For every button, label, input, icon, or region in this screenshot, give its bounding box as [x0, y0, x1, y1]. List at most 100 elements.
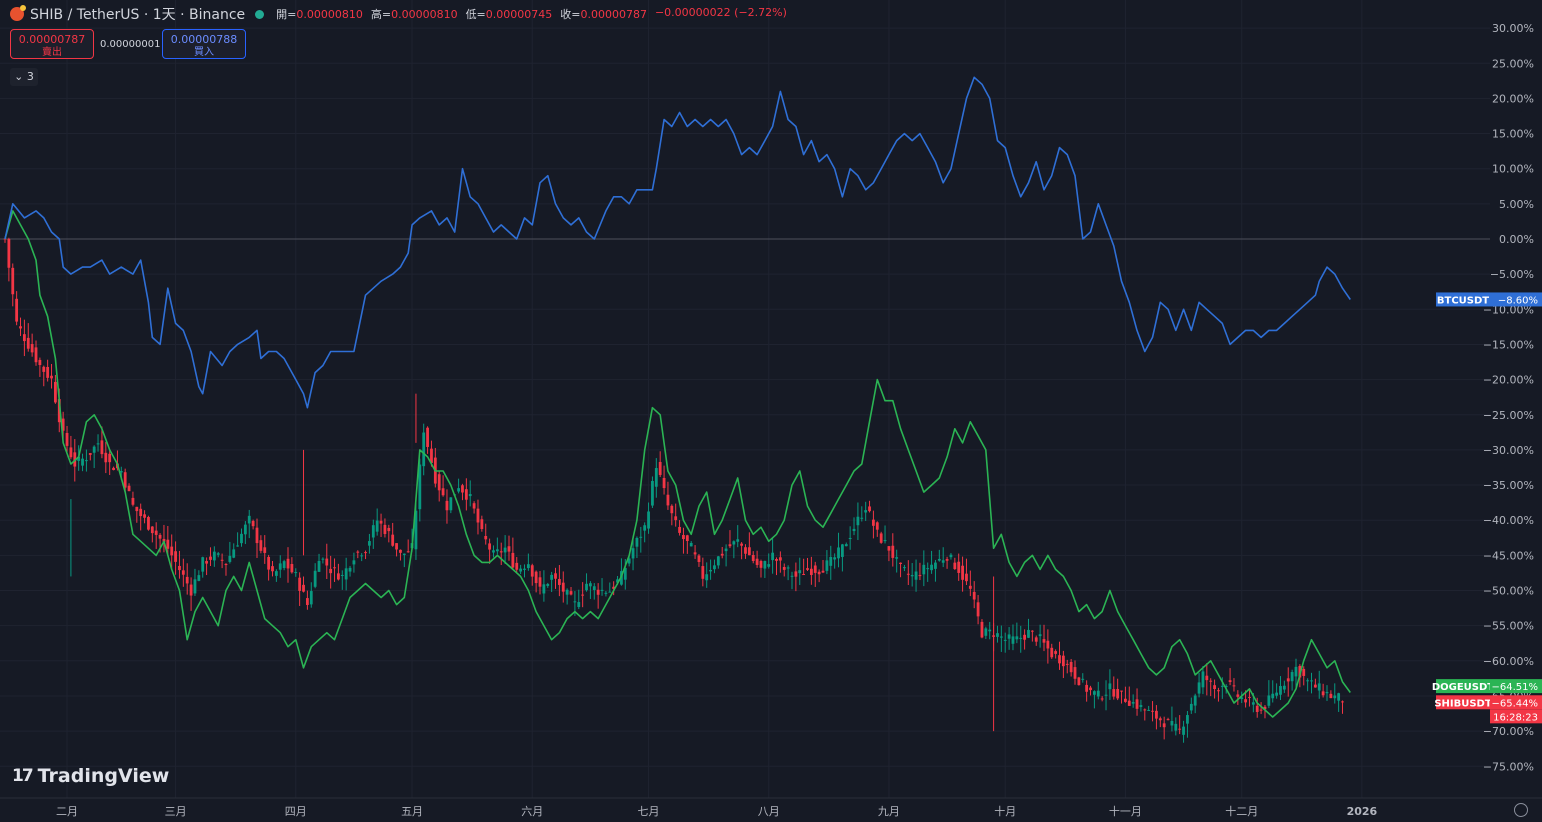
shib-candle-body [794, 571, 798, 577]
shib-candle-body [430, 448, 433, 463]
x-tick-label: 五月 [401, 805, 423, 818]
shib-candle-body [46, 366, 50, 378]
x-tick-label: 四月 [285, 805, 307, 818]
shib-candle-body [716, 556, 720, 566]
shib-candle-body [1341, 701, 1344, 703]
shib-candle-body [81, 458, 84, 466]
shib-candle-body [701, 566, 705, 579]
shib-candle-body [903, 567, 906, 569]
spread-value: 0.00000001 [100, 38, 161, 50]
shib-candle-body [1325, 692, 1329, 694]
shib-candle-body [1027, 629, 1030, 638]
shib-candle-body [399, 549, 402, 553]
shib-candle-body [976, 602, 980, 617]
shib-candle-body [488, 543, 492, 550]
shib-candle-body [534, 571, 538, 584]
shib-candle-body [340, 574, 344, 576]
shib-candle-body [1251, 702, 1255, 705]
btc-line [4, 76, 1351, 409]
shib-coin-icon [10, 5, 26, 21]
close-label: 收= [560, 8, 581, 21]
shib-candle-body [449, 497, 453, 511]
series-value-box [1490, 695, 1542, 710]
shib-candle-body [1104, 694, 1108, 696]
shib-candle-body [1054, 651, 1058, 654]
shib-candle-body [666, 494, 670, 506]
y-tick-label: −40.00% [1483, 514, 1534, 527]
shib-candle-body [472, 503, 476, 509]
shib-candle-body [1030, 630, 1034, 632]
shib-candle-body [747, 547, 751, 556]
shib-candle-body [763, 561, 767, 569]
shib-candle-body [724, 548, 728, 552]
shib-candle-body [1092, 691, 1096, 695]
shib-candle-body [1151, 710, 1154, 712]
series-name-box [1436, 292, 1490, 307]
shib-candle-body [581, 594, 585, 596]
shib-candle-body [1182, 726, 1185, 735]
buy-button[interactable]: 0.00000788 買入 [162, 29, 246, 59]
x-tick-label: 九月 [878, 805, 900, 818]
sell-button[interactable]: 0.00000787 賣出 [10, 29, 94, 59]
shib-candle-body [813, 565, 817, 573]
shib-candle-body [926, 568, 930, 570]
shib-candle-body [1007, 634, 1011, 639]
change-value: −0.00000022 (−2.72%) [654, 6, 787, 19]
shib-candle-body [519, 568, 523, 572]
shib-candle-body [1170, 720, 1174, 726]
shib-candle-body [139, 508, 143, 517]
shib-candle-body [1089, 687, 1092, 691]
shib-candle-body [786, 567, 790, 569]
shib-candle-body [538, 577, 542, 587]
x-axis: 二月 三月 四月 五月 六月 七月 八月 九月 十月 十一月 十二月 2026 [0, 797, 1542, 818]
shib-candle-body [771, 552, 775, 561]
shib-candle-body [135, 506, 139, 512]
shib-candle-body [278, 563, 282, 570]
tradingview-logo[interactable]: 17 TradingView [12, 765, 169, 787]
shib-candle-body [546, 583, 550, 586]
y-tick-label: −25.00% [1483, 409, 1534, 422]
shib-candle-body [1201, 671, 1205, 688]
shib-candle-body [243, 524, 247, 535]
shib-candle-body [174, 551, 177, 562]
shib-candle-body [205, 561, 208, 564]
shib-candle-body [972, 591, 976, 600]
shib-candle-body [631, 548, 635, 559]
shib-candle-body [697, 555, 701, 563]
shib-candle-body [92, 446, 96, 453]
shib-candle-body [759, 561, 763, 568]
settings-icon[interactable] [1514, 803, 1528, 817]
shib-candle-body [181, 570, 185, 575]
shib-candle-body [1061, 655, 1065, 667]
time-label-box [1490, 709, 1542, 724]
shib-candle-body [1046, 640, 1050, 649]
shib-candle-body [1155, 710, 1158, 719]
y-tick-label: −70.00% [1483, 725, 1534, 738]
shib-candle-body [744, 547, 747, 554]
shib-candle-body [616, 579, 619, 583]
shib-candle-body [170, 546, 174, 556]
shib-candle-body [1019, 637, 1023, 639]
y-tick-label: 30.00% [1492, 22, 1534, 35]
shib-candle-body [1124, 698, 1127, 702]
shib-candle-body [123, 472, 127, 488]
shib-candle-body [251, 520, 255, 527]
shib-candle-body [1073, 667, 1077, 679]
indicators-toggle[interactable]: ⌄ 3 [10, 68, 38, 86]
shib-candle-body [178, 565, 181, 571]
shib-candle-body [782, 567, 786, 570]
x-tick-label: 2026 [1347, 805, 1378, 818]
shib-candle-body [639, 536, 643, 538]
shib-candle-body [608, 591, 612, 593]
shib-candle-body [1065, 663, 1069, 665]
symbol-title[interactable]: SHIB / TetherUS · 1天 · Binance [30, 7, 246, 23]
open-label: 開= [276, 8, 297, 21]
shib-candle-body [751, 554, 755, 561]
shib-candle-body [840, 544, 844, 557]
shib-candle-body [837, 547, 840, 559]
sell-price: 0.00000787 [18, 33, 86, 46]
shib-candle-body [856, 516, 860, 526]
shib-candle-body [7, 238, 11, 268]
shib-candle-body [360, 555, 364, 557]
